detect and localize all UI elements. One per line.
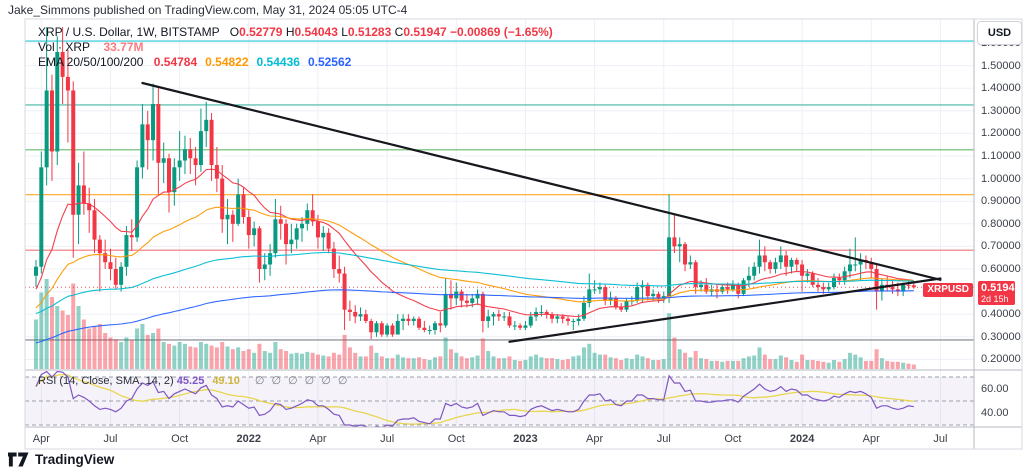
ema-value: 0.54784 [153,55,198,69]
volume-label[interactable]: Vol · XRP [38,40,90,54]
ohlc-key: O [229,25,240,39]
rsi-value: 45.25 [176,375,205,387]
rsi-empty-marker: ∅ [288,375,298,387]
time-tick-label: 2022 [236,433,262,445]
attribution-text: Jake_Simmons published on TradingView.co… [8,3,408,17]
currency-button[interactable]: USD [977,21,1022,45]
rsi-empty-marker: ∅ [321,375,331,387]
price-tick-label: 1.40000 [981,82,1021,95]
rsi-empty-marker: ∅ [337,375,348,387]
rsi-legend-row: RSI (14, Close, SMA, 14, 2) 45.25 49.10 ∅ ∅… [38,374,347,387]
ohlc-key: C [394,25,404,39]
price-tick-label: 1.10000 [981,150,1021,162]
time-tick-label: Oct [171,433,189,445]
ohlc-values: O0.52779 H0.54043 L0.51283 C0.51947 [230,25,450,39]
brand-name: TradingView [35,452,115,467]
time-tick-label: Jul [656,433,671,445]
price-tick-label: 1.20000 [981,127,1021,140]
time-tick-label: 2023 [513,433,538,445]
symbol-price-tag: XRPUSD [923,283,973,297]
rsi-label[interactable]: RSI (14, Close, SMA, 14, 2) [38,375,174,387]
ema-value: 0.54822 [205,55,249,69]
price-tick-label: 1.50000 [981,59,1021,72]
last-price-value: 0.51947 [981,282,1021,294]
change-value: −0.00869 (−1.65%) [450,25,553,39]
ema-values: 0.54784 0.54822 0.54436 0.52562 [154,55,360,69]
symbol-title[interactable]: XRP / U.S. Dollar, 1W, BITSTAMP [38,25,220,39]
rsi-value: 49.10 [212,375,240,387]
rsi-empty-marker: ∅ [254,375,265,387]
ema-value: 0.52562 [307,55,352,69]
price-tick-label: 0.40000 [981,308,1021,321]
bar-countdown: 2d 15h [981,294,1009,304]
ohlc-key: L [341,25,348,39]
rsi-empty-marker: ∅ [304,375,315,387]
time-tick-label: Apr [32,433,50,445]
main-legend-row: XRP / U.S. Dollar, 1W, BITSTAMP O0.52779… [38,25,553,39]
ohlc-key: H [285,25,295,39]
time-tick-label: Jul [103,433,118,445]
time-tick-label: Apr [862,433,880,445]
price-tick-label: 0.30000 [981,330,1021,343]
ema-label[interactable]: EMA 20/50/100/200 [38,55,144,69]
ema-value: 0.54436 [256,55,300,69]
rsi-empty-markers: ∅ ∅ ∅ ∅ ∅ ∅ [248,375,348,387]
ohlc-value: 0.54043 [294,25,338,39]
last-price-badge: 0.51947 2d 15h [978,281,1021,305]
rsi-empty-marker: ∅ [271,375,282,387]
time-tick-label: Jul [380,433,395,445]
ohlc-value: 0.51283 [347,25,392,39]
time-tick-label: Apr [309,433,327,445]
time-tick-label: Oct [447,433,465,445]
time-tick-label: 2024 [789,433,815,445]
time-tick-label: Oct [724,433,742,445]
price-tick-label: 0.90000 [981,195,1021,208]
tradingview-logo-icon [8,452,29,467]
tradingview-brand[interactable]: TradingView [8,452,114,467]
ema-legend-row: EMA 20/50/100/200 0.54784 0.54822 0.54436 0… [38,55,359,69]
price-tick-label: 0.60000 [981,263,1021,275]
ohlc-value: 0.52779 [239,25,283,39]
price-tick-label: 0.70000 [981,240,1021,253]
price-tick-label: 1.30000 [981,104,1021,117]
time-tick-label: Jul [933,433,948,445]
price-tick-label: 1.00000 [981,172,1021,185]
rsi-tick-label: 40.00 [981,407,1009,419]
ohlc-value: 0.51947 [403,25,447,39]
volume-legend-row: Vol · XRP 33.77M [38,40,144,54]
volume-value: 33.77M [103,40,144,54]
rsi-values: 45.25 49.10 [177,375,248,387]
time-tick-label: Apr [586,433,604,445]
price-tick-label: 0.20000 [981,353,1021,366]
rsi-tick-label: 60.00 [981,383,1009,395]
price-tick-label: 0.80000 [981,217,1021,230]
